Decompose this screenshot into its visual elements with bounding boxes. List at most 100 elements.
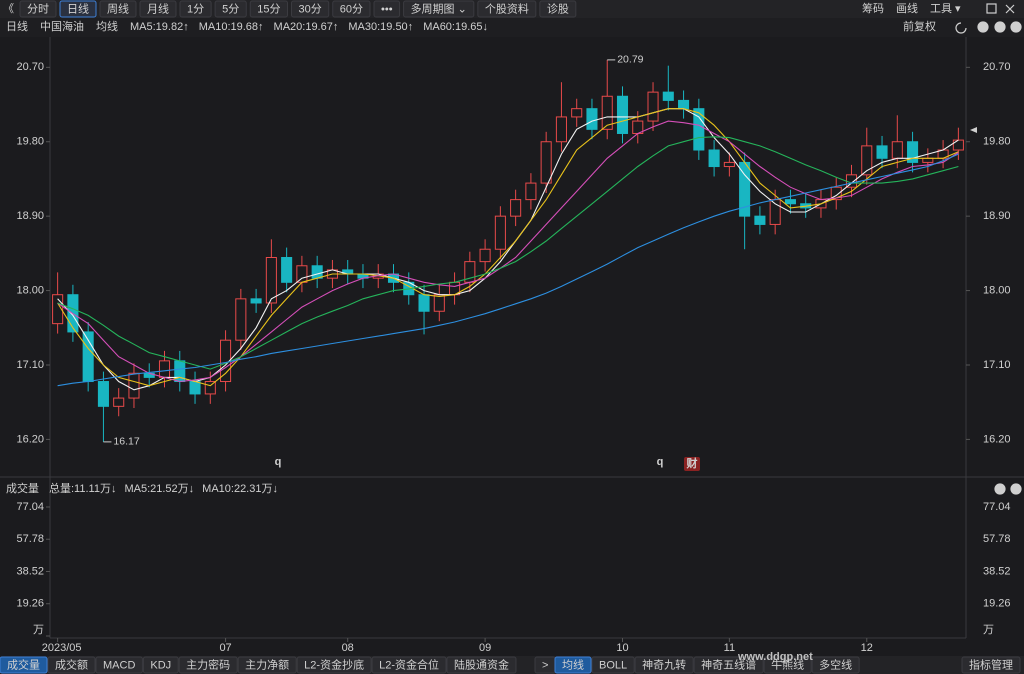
toolbar-button-label: 月线 — [147, 1, 169, 15]
overlay-tab[interactable] — [763, 656, 812, 674]
candle-body — [433, 294, 445, 312]
candle-body — [571, 108, 583, 118]
toolbar-button[interactable] — [179, 0, 212, 18]
header-bg — [0, 18, 1024, 37]
indicator-manage[interactable] — [961, 656, 1021, 674]
icon-settings-volume[interactable] — [1010, 483, 1022, 495]
x-tick-label: 2023/05 — [42, 642, 82, 654]
candle-body — [693, 108, 705, 151]
candle-body — [662, 91, 674, 101]
legend-entry: MA60:19.65↓ — [423, 21, 488, 33]
event-marker[interactable]: q — [657, 456, 664, 468]
toolbar-button-label: 日线 — [67, 1, 89, 15]
candle-body — [204, 381, 216, 395]
candle-body — [723, 161, 735, 168]
indicator-tab[interactable] — [446, 656, 517, 674]
candle-body — [540, 141, 552, 184]
overlay-tab[interactable] — [591, 656, 635, 674]
candle-body — [281, 257, 293, 283]
icon-zoom-in[interactable] — [977, 21, 989, 33]
toolbar-button[interactable] — [59, 0, 97, 18]
toolbar-button[interactable] — [19, 0, 57, 18]
toolbar-button[interactable] — [373, 0, 401, 18]
icon-close-panel[interactable] — [1010, 21, 1022, 33]
volume-y-tick-label-right: 万 — [983, 624, 994, 636]
y-tick-label-right: 17.10 — [983, 359, 1011, 371]
icon-close-volume[interactable] — [994, 483, 1006, 495]
nav-button[interactable]: 《 — [3, 2, 14, 15]
candle-body — [189, 381, 201, 395]
candle-body — [128, 372, 140, 399]
icon-zoom-out[interactable] — [994, 21, 1006, 33]
candle-body — [754, 215, 766, 225]
toolbar-button-label: ••• — [381, 3, 393, 15]
icon-close[interactable] — [1005, 4, 1015, 14]
adjust-button[interactable]: 前复权 — [903, 19, 936, 33]
indicator-tab[interactable] — [47, 656, 96, 674]
y-tick-label-right: 18.00 — [983, 284, 1011, 296]
icon-float[interactable] — [986, 3, 997, 14]
indicator-tab[interactable] — [371, 656, 447, 674]
y-tick-label-right: 19.80 — [983, 136, 1011, 148]
toolbar-button[interactable] — [249, 0, 288, 18]
candle-body — [250, 298, 262, 304]
toolbar-button[interactable] — [403, 0, 475, 18]
candle-body — [113, 397, 125, 407]
overlay-tab[interactable] — [634, 656, 694, 674]
toolbar-button[interactable] — [477, 0, 537, 18]
candle-body — [952, 139, 964, 151]
legend-entry: MA20:19.67↑ — [274, 21, 339, 33]
toolbar-button-label: 60分 — [340, 2, 363, 15]
overlay-tab[interactable] — [693, 656, 764, 674]
candle-body — [235, 298, 247, 341]
toolbar-button[interactable] — [539, 0, 577, 18]
indicator-tab-label: MACD — [103, 659, 135, 671]
toolbar-button[interactable] — [291, 0, 330, 18]
toolbar-button[interactable] — [214, 0, 247, 18]
indicator-tab[interactable] — [142, 656, 179, 674]
candle-body — [510, 199, 522, 217]
toolbar-right-button[interactable]: 画线 — [896, 1, 918, 15]
indicator-tab[interactable] — [178, 656, 238, 674]
overlay-tab-label: 神奇五线谱 — [701, 657, 756, 671]
toolbar-button[interactable] — [332, 0, 371, 18]
toolbar-button[interactable] — [139, 0, 177, 18]
y-tick-label: 20.70 — [16, 61, 44, 73]
overlay-tab[interactable] — [554, 656, 592, 674]
toolbar-button-label: 分时 — [27, 2, 49, 15]
indicator-tab[interactable] — [296, 656, 372, 674]
indicator-manage-label: 指标管理 — [969, 657, 1013, 671]
volume-y-tick-label-right: 77.04 — [983, 501, 1011, 513]
volume-legend-entry: MA5:21.52万↓ — [124, 483, 194, 495]
event-marker[interactable]: q — [275, 456, 282, 468]
indicator-tab[interactable] — [237, 656, 297, 674]
y-tick-label-right: 16.20 — [983, 433, 1011, 445]
event-marker[interactable]: 财 — [686, 456, 698, 470]
toolbar-button-label: 个股资料 — [485, 1, 529, 15]
toolbar-button[interactable] — [99, 0, 137, 18]
indicator-tab[interactable] — [95, 656, 143, 674]
toolbar-right-button[interactable]: 工具 ▾ — [930, 2, 961, 15]
y-tick-label: 18.90 — [16, 210, 44, 222]
overlay-tab[interactable] — [811, 656, 860, 674]
toolbar-button-label: 5分 — [222, 2, 239, 15]
overlay-tab-label: 均线 — [562, 657, 584, 671]
x-tick-label: 12 — [861, 642, 873, 654]
volume-y-tick-label-right: 38.52 — [983, 565, 1011, 577]
candle-body — [907, 141, 919, 163]
candle-body — [784, 199, 796, 205]
legend-entry: MA5:19.82↑ — [130, 21, 189, 33]
candle-body — [861, 145, 873, 176]
legend-entry: MA30:19.50↑ — [348, 21, 413, 33]
volume-y-tick-label: 77.04 — [16, 501, 44, 513]
x-tick-label: 09 — [479, 642, 491, 654]
icon-reset[interactable] — [955, 22, 967, 34]
indicator-tab[interactable] — [0, 656, 48, 674]
header-title: 中国海油 — [40, 19, 84, 33]
y-tick-label-right: 18.90 — [983, 210, 1011, 222]
ma-line — [57, 153, 959, 387]
candle-body — [494, 215, 506, 250]
toolbar-right-button[interactable]: 筹码 — [862, 1, 884, 15]
indicator-tab-label: L2-资金抄底 — [304, 657, 364, 671]
